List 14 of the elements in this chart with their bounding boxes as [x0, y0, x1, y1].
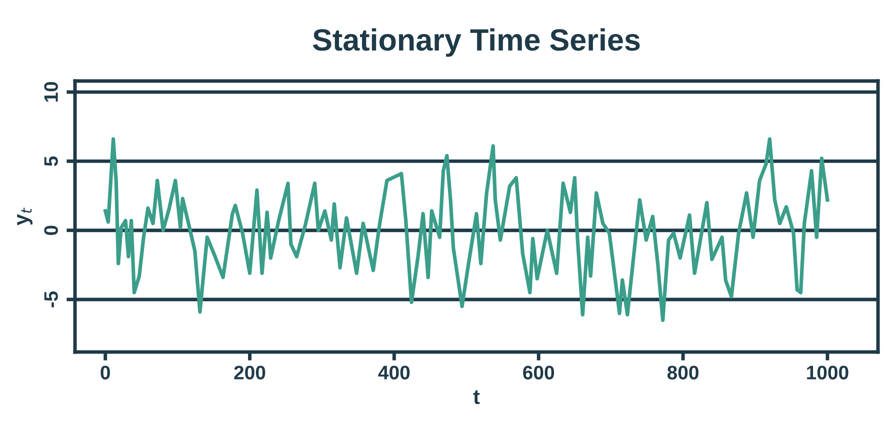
x-tick-label: 0 — [100, 366, 110, 380]
x-tick-label: 200 — [234, 366, 266, 380]
y-tick-label: 5 — [44, 156, 58, 166]
chart-title: Stationary Time Series — [312, 28, 640, 57]
x-tick-label: 800 — [667, 366, 698, 380]
y-tick-label: 0 — [44, 226, 58, 235]
y-tick-label: 10 — [44, 82, 58, 102]
x-tick-label: 400 — [378, 366, 410, 380]
y-axis-title: y$_{t}$ — [17, 208, 32, 226]
x-tick-label: 600 — [523, 366, 554, 380]
line-series — [104, 137, 830, 322]
x-axis-title: t — [473, 390, 480, 404]
x-tick-label: 1000 — [807, 366, 848, 380]
y-tick-label: -5 — [44, 291, 58, 308]
